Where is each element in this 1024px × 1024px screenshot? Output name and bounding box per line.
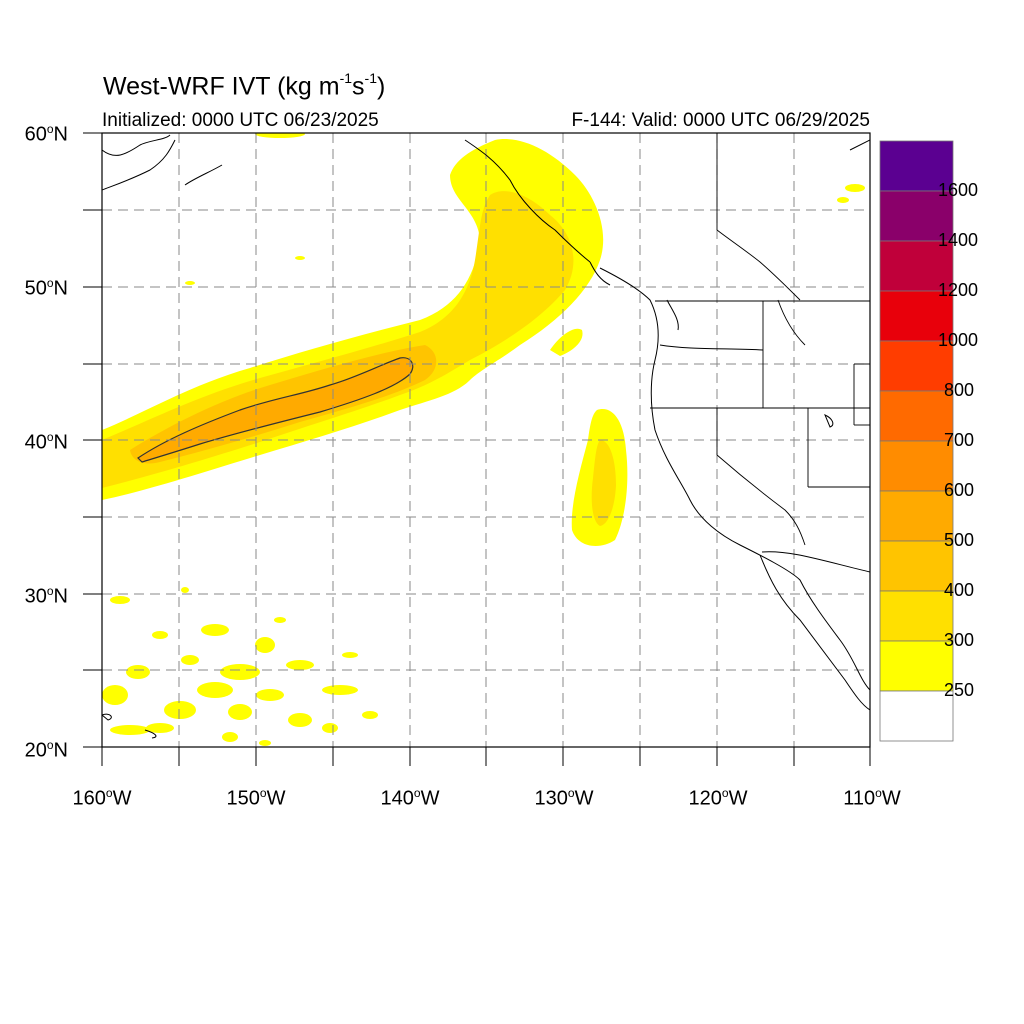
lon-label-160w: 160oW xyxy=(72,786,132,810)
colorbar-label-250: 250 xyxy=(944,680,975,700)
colorbar-label-1400: 1400 xyxy=(938,230,979,250)
colorbar-label-400: 400 xyxy=(944,580,975,600)
lat-label-40: 40oN xyxy=(24,430,68,454)
colorbar-swatch xyxy=(879,340,954,392)
colorbar-label-700: 700 xyxy=(944,430,975,450)
lat-label-50: 50oN xyxy=(24,276,68,300)
colorbar-label-1600: 1600 xyxy=(938,180,979,200)
map-title: West-WRF IVT (kg m-1s-1) xyxy=(103,70,386,101)
init-time: Initialized: 0000 UTC 06/23/2025 xyxy=(102,110,379,131)
colorbar-label-600: 600 xyxy=(944,480,975,500)
colorbar-swatch xyxy=(879,490,954,542)
colorbar-label-300: 300 xyxy=(944,630,975,650)
ivt-300-plume xyxy=(591,440,616,526)
ivt-tropical-cells xyxy=(102,133,865,746)
colorbar-swatch xyxy=(879,240,954,292)
coastlines xyxy=(102,134,870,739)
ivt-250-blob xyxy=(550,328,583,356)
colorbar-label-800: 800 xyxy=(944,380,975,400)
colorbar xyxy=(879,140,954,742)
lat-label-30: 30oN xyxy=(24,584,68,608)
lon-label-140w: 140oW xyxy=(380,786,440,810)
colorbar-label-1000: 1000 xyxy=(938,330,979,350)
lat-label-20: 20oN xyxy=(24,738,68,762)
lon-label-110w: 110oW xyxy=(843,786,901,810)
colorbar-swatch xyxy=(879,140,954,192)
lon-label-120w: 120oW xyxy=(688,786,748,810)
colorbar-swatch xyxy=(879,290,954,342)
colorbar-swatch xyxy=(879,640,954,692)
colorbar-swatch xyxy=(879,440,954,492)
colorbar-label-500: 500 xyxy=(944,530,975,550)
country-state-borders xyxy=(650,133,870,573)
axis-ticks xyxy=(83,132,871,766)
colorbar-swatch xyxy=(879,540,954,592)
colorbar-swatch xyxy=(879,190,954,242)
colorbar-swatch xyxy=(879,390,954,442)
valid-time: F-144: Valid: 0000 UTC 06/29/2025 xyxy=(571,110,870,131)
ivt-fields xyxy=(102,133,870,747)
colorbar-swatch xyxy=(879,590,954,642)
colorbar-swatch xyxy=(879,690,954,742)
lon-label-150w: 150oW xyxy=(226,786,286,810)
lon-label-130w: 130oW xyxy=(534,786,594,810)
colorbar-label-1200: 1200 xyxy=(938,280,979,300)
lat-label-60: 60oN xyxy=(24,122,68,146)
